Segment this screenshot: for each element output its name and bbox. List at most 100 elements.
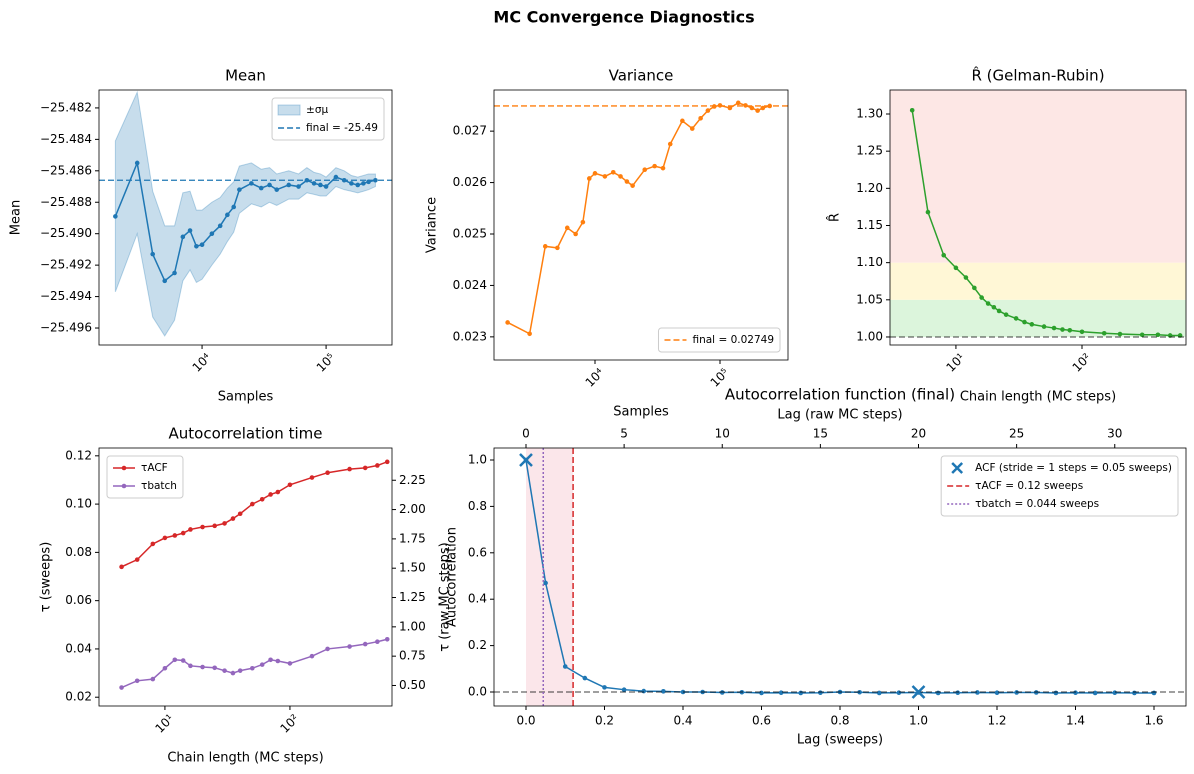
point xyxy=(249,181,254,186)
y-tick-label: 0.025 xyxy=(453,227,487,241)
point xyxy=(325,470,330,476)
point xyxy=(361,181,366,186)
point xyxy=(309,475,315,480)
y2-tick-label: 2.00 xyxy=(399,502,426,516)
x-tick-label: 0.6 xyxy=(752,714,771,728)
x-axis-label: Lag (sweeps) xyxy=(797,733,883,748)
legend-box xyxy=(940,455,1179,517)
point xyxy=(586,176,592,181)
y-tick-label: 0.6 xyxy=(468,545,487,559)
tau-span xyxy=(525,448,574,706)
point xyxy=(259,496,265,502)
point xyxy=(222,521,227,526)
point xyxy=(955,690,961,696)
x-tick-label: 0.8 xyxy=(830,714,849,728)
point xyxy=(237,668,243,673)
legend-box xyxy=(271,97,385,141)
point xyxy=(194,243,199,249)
point xyxy=(231,204,237,210)
point xyxy=(641,688,647,694)
legend-swatch xyxy=(277,104,301,116)
point xyxy=(375,639,380,644)
y2-axis-label: τ (raw MC steps) xyxy=(438,542,453,652)
legend-swatch xyxy=(951,462,964,474)
point xyxy=(1079,329,1085,335)
x-tick-label: 0.4 xyxy=(673,714,692,728)
point xyxy=(1013,316,1019,321)
point xyxy=(217,223,223,229)
point xyxy=(527,331,532,337)
point xyxy=(542,244,548,249)
plot-area xyxy=(99,90,392,337)
point xyxy=(1112,690,1118,696)
point xyxy=(275,658,281,664)
point xyxy=(362,641,368,647)
point xyxy=(134,160,140,166)
point xyxy=(325,646,330,652)
y-tick-label: −25.492 xyxy=(40,258,92,272)
point xyxy=(592,171,598,176)
legend-label: τACF xyxy=(141,462,168,474)
point xyxy=(188,663,193,669)
point xyxy=(286,182,292,188)
point xyxy=(134,678,140,684)
point xyxy=(1132,690,1137,696)
point xyxy=(941,252,947,258)
panel-title: R̂ (Gelman-Rubin) xyxy=(971,66,1104,85)
x-tick-label: 0.0 xyxy=(516,714,535,728)
point xyxy=(188,527,193,532)
point xyxy=(180,658,186,663)
point xyxy=(268,492,273,497)
point xyxy=(172,270,177,276)
point xyxy=(113,214,118,219)
point xyxy=(212,523,217,529)
point xyxy=(680,689,686,695)
point xyxy=(621,687,627,692)
y2-tick-label: 0.50 xyxy=(399,678,426,692)
y-tick-label: −25.486 xyxy=(40,163,92,177)
point xyxy=(985,301,991,306)
point xyxy=(384,636,390,642)
point xyxy=(287,482,293,488)
point xyxy=(661,689,666,694)
x-tick-label: 1.6 xyxy=(1144,714,1163,728)
point xyxy=(555,245,560,251)
point xyxy=(311,181,317,186)
point xyxy=(573,231,578,237)
point xyxy=(259,662,265,667)
y2-tick-label: 2.25 xyxy=(399,473,426,487)
point xyxy=(818,690,823,696)
point xyxy=(1051,325,1057,331)
point xyxy=(975,690,980,695)
point xyxy=(287,661,293,666)
point xyxy=(187,228,193,233)
y-tick-label: 1.0 xyxy=(468,452,487,466)
point xyxy=(562,664,568,669)
point xyxy=(953,265,959,271)
point xyxy=(1073,690,1078,696)
x-marker xyxy=(519,453,533,467)
y2-tick-label: 1.75 xyxy=(399,531,426,545)
y-tick-label: 0.8 xyxy=(468,499,487,513)
threshold-band xyxy=(890,299,1186,337)
point xyxy=(318,182,323,188)
point xyxy=(1014,690,1019,695)
point xyxy=(727,105,733,111)
y-tick-label: 0.027 xyxy=(453,124,487,138)
point xyxy=(660,165,666,171)
point xyxy=(1101,330,1107,336)
point xyxy=(134,557,140,562)
y-axis-label: τ (sweeps) xyxy=(39,542,54,613)
panel-title: Autocorrelation time xyxy=(169,425,323,443)
point xyxy=(347,644,352,649)
legend-label: τbatch xyxy=(141,480,177,492)
point xyxy=(200,524,205,530)
x-tick-label: 0.2 xyxy=(595,714,614,728)
point xyxy=(760,105,766,111)
y-tick-label: 1.20 xyxy=(856,181,883,195)
x-tick-label: 10¹ xyxy=(153,711,177,735)
y-tick-label: 0.026 xyxy=(453,175,487,189)
point xyxy=(384,459,390,465)
error-band xyxy=(114,90,376,337)
x-axis-label: Samples xyxy=(613,405,669,420)
